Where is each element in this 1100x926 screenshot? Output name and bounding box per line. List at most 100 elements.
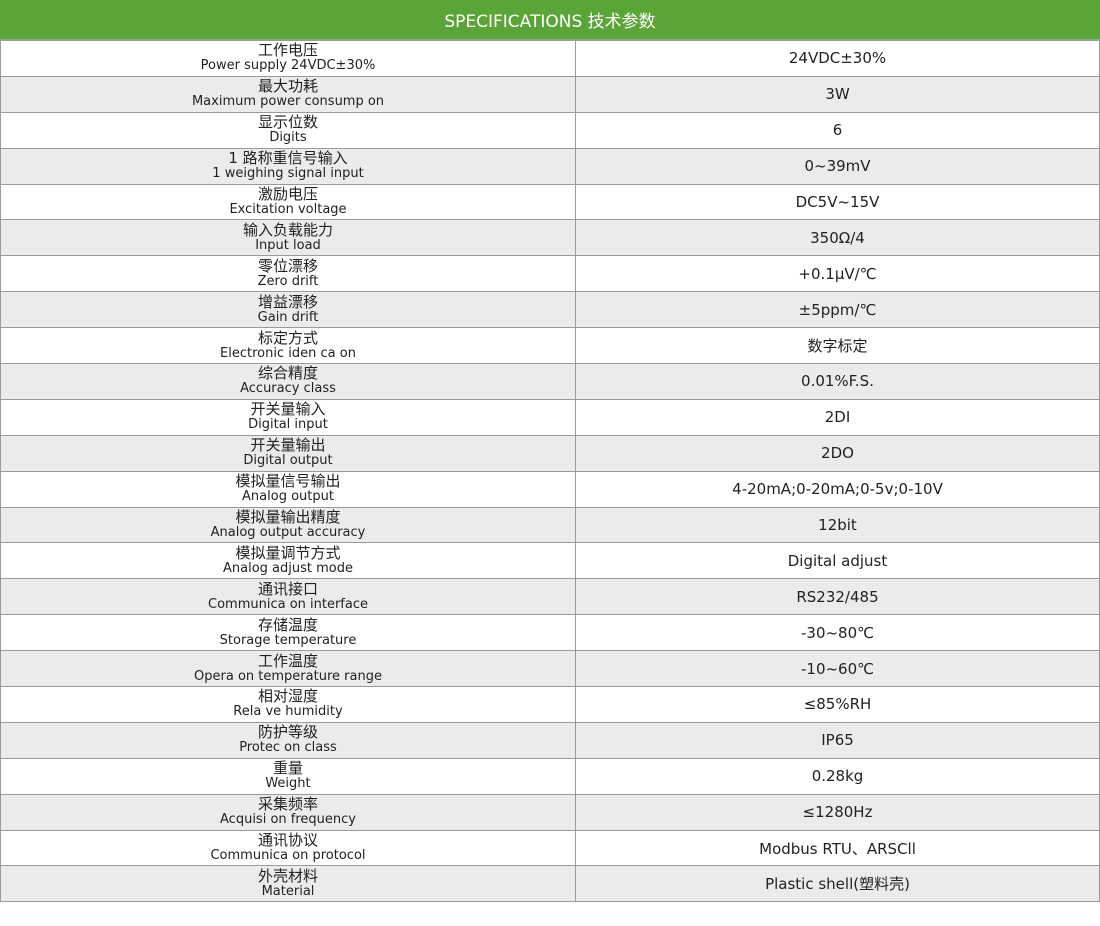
param-value: Digital adjust — [575, 542, 1100, 580]
param-name-zh: 重量 — [272, 759, 303, 778]
table-row: 通讯协议 Communica on protocol Modbus RTU、ARSC… — [0, 829, 1100, 867]
param-name-en: Maximum power consump on — [191, 94, 385, 110]
table-row: 标定方式 Electronic iden ca on 数字标定 — [0, 327, 1100, 365]
param-name-zh: 工作电压 — [257, 41, 318, 60]
param-name-en: Analog adjust mode — [223, 560, 353, 576]
param-value: Modbus RTU、ARSCll — [575, 829, 1100, 867]
param-name-zh: 1 路称重信号输入 — [228, 149, 348, 168]
spec-table: 工作电压 Power supply 24VDC±30% 24VDC±30% 最大功耗 M… — [0, 40, 1100, 903]
param-value: 数字标定 — [575, 327, 1100, 365]
table-row: 综合精度 Accuracy class 0.01%F.S. — [0, 363, 1100, 400]
table-row: 显示位数 Digits 6 — [0, 111, 1100, 149]
param-name-cell: 显示位数 Digits — [0, 111, 576, 149]
param-name-en: Analog output — [242, 489, 334, 505]
table-row: 零位漂移 Zero drift +0.1μV/℃ — [0, 255, 1100, 293]
param-name-zh: 综合精度 — [257, 364, 318, 383]
param-value: 0.28kg — [575, 757, 1100, 795]
table-row: 相对湿度 Rela ve humidity ≤85%RH — [0, 686, 1100, 723]
table-row: 开关量输入 Digital input 2DI — [0, 398, 1100, 436]
param-name-cell: 激励电压 Excitation voltage — [0, 183, 576, 221]
param-value: RS232/485 — [575, 578, 1100, 616]
param-value: DC5V~15V — [575, 183, 1100, 221]
table-row: 存储温度 Storage temperature -30~80℃ — [0, 614, 1100, 652]
param-name-en: Material — [261, 883, 315, 899]
param-name-cell: 防护等级 Protec on class — [0, 721, 576, 759]
param-value: 12bit — [575, 506, 1100, 544]
table-row: 开关量输出 Digital output 2DO — [0, 434, 1100, 472]
param-name-cell: 通讯协议 Communica on protocol — [0, 829, 576, 867]
param-name-cell: 增益漂移 Gain drift — [0, 291, 576, 329]
param-name-cell: 采集频率 Acquisi on frequency — [0, 793, 576, 831]
spec-title: SPECIFICATIONS 技术参数 — [444, 12, 656, 32]
param-name-cell: 开关量输入 Digital input — [0, 398, 576, 436]
param-value: ≤1280Hz — [575, 793, 1100, 831]
param-value: Plastic shell(塑料壳) — [575, 865, 1100, 903]
param-value: 2DI — [575, 398, 1100, 436]
param-name-en: Excitation voltage — [229, 202, 347, 217]
param-name-cell: 标定方式 Electronic iden ca on — [0, 327, 576, 365]
param-name-en: Electronic iden ca on — [220, 345, 356, 361]
table-row: 模拟量调节方式 Analog adjust mode Digital adjust — [0, 542, 1100, 580]
param-name-en: Power supply 24VDC±30% — [200, 58, 376, 74]
param-name-zh: 防护等级 — [257, 723, 318, 742]
param-value: 6 — [575, 111, 1100, 149]
param-name-zh: 标定方式 — [257, 328, 318, 347]
table-row: 工作温度 Opera on temperature range -10~60℃ — [0, 650, 1100, 688]
param-name-zh: 显示位数 — [257, 113, 318, 132]
param-name-zh: 通讯协议 — [257, 831, 318, 850]
param-name-en: Storage temperature — [219, 632, 357, 648]
param-name-zh: 模拟量输出精度 — [235, 508, 341, 527]
table-row: 模拟量信号输出 Analog output 4-20mA;0-20mA;0-5v;0… — [0, 470, 1100, 508]
param-name-cell: 输入负载能力 Input load — [0, 219, 576, 257]
param-name-zh: 模拟量调节方式 — [235, 543, 341, 562]
param-value: 350Ω/4 — [575, 219, 1100, 257]
param-name-cell: 存储温度 Storage temperature — [0, 614, 576, 652]
param-value: ≤85%RH — [575, 686, 1100, 723]
param-value: -10~60℃ — [575, 650, 1100, 688]
param-name-cell: 模拟量信号输出 Analog output — [0, 470, 576, 508]
param-name-en: Zero drift — [257, 273, 319, 289]
param-name-en: 1 weighing signal input — [212, 166, 364, 182]
param-name-en: Gain drift — [257, 309, 319, 325]
param-name-cell: 1 路称重信号输入 1 weighing signal input — [0, 147, 576, 185]
param-name-en: Communica on protocol — [210, 848, 366, 864]
param-name-cell: 模拟量输出精度 Analog output accuracy — [0, 506, 576, 544]
param-name-cell: 模拟量调节方式 Analog adjust mode — [0, 542, 576, 580]
param-value: IP65 — [575, 721, 1100, 759]
param-name-cell: 相对湿度 Rela ve humidity — [0, 686, 576, 723]
param-name-en: Acquisi on frequency — [220, 812, 356, 828]
param-name-zh: 开关量输入 — [250, 400, 326, 419]
param-value: 0.01%F.S. — [575, 363, 1100, 400]
param-name-zh: 输入负载能力 — [242, 220, 333, 239]
table-row: 增益漂移 Gain drift ±5ppm/℃ — [0, 291, 1100, 329]
param-name-zh: 开关量输出 — [250, 436, 326, 455]
table-row: 1 路称重信号输入 1 weighing signal input 0~39mV — [0, 147, 1100, 185]
param-name-cell: 重量 Weight — [0, 757, 576, 795]
table-row: 重量 Weight 0.28kg — [0, 757, 1100, 795]
param-name-zh: 激励电压 — [257, 185, 318, 203]
param-name-zh: 零位漂移 — [257, 256, 318, 275]
table-row: 输入负载能力 Input load 350Ω/4 — [0, 219, 1100, 257]
param-name-cell: 零位漂移 Zero drift — [0, 255, 576, 293]
param-value: +0.1μV/℃ — [575, 255, 1100, 293]
table-row: 工作电压 Power supply 24VDC±30% 24VDC±30% — [0, 40, 1100, 77]
table-row: 模拟量输出精度 Analog output accuracy 12bit — [0, 506, 1100, 544]
param-name-zh: 最大功耗 — [257, 77, 318, 96]
table-row: 最大功耗 Maximum power consump on 3W — [0, 75, 1100, 113]
param-name-zh: 存储温度 — [257, 615, 318, 634]
param-name-zh: 外壳材料 — [257, 866, 318, 885]
param-name-cell: 最大功耗 Maximum power consump on — [0, 75, 576, 113]
param-value: 0~39mV — [575, 147, 1100, 185]
param-name-zh: 增益漂移 — [257, 292, 318, 311]
param-name-en: Rela ve humidity — [233, 704, 343, 720]
param-name-en: Input load — [255, 237, 321, 253]
param-name-cell: 工作温度 Opera on temperature range — [0, 650, 576, 688]
param-name-en: Digital output — [243, 453, 333, 469]
param-name-en: Protec on class — [239, 740, 337, 756]
param-name-en: Communica on interface — [208, 596, 368, 612]
table-row: 激励电压 Excitation voltage DC5V~15V — [0, 183, 1100, 221]
param-name-cell: 外壳材料 Material — [0, 865, 576, 903]
param-name-zh: 工作温度 — [257, 651, 318, 670]
param-name-en: Analog output accuracy — [210, 525, 366, 541]
param-name-cell: 通讯接口 Communica on interface — [0, 578, 576, 616]
